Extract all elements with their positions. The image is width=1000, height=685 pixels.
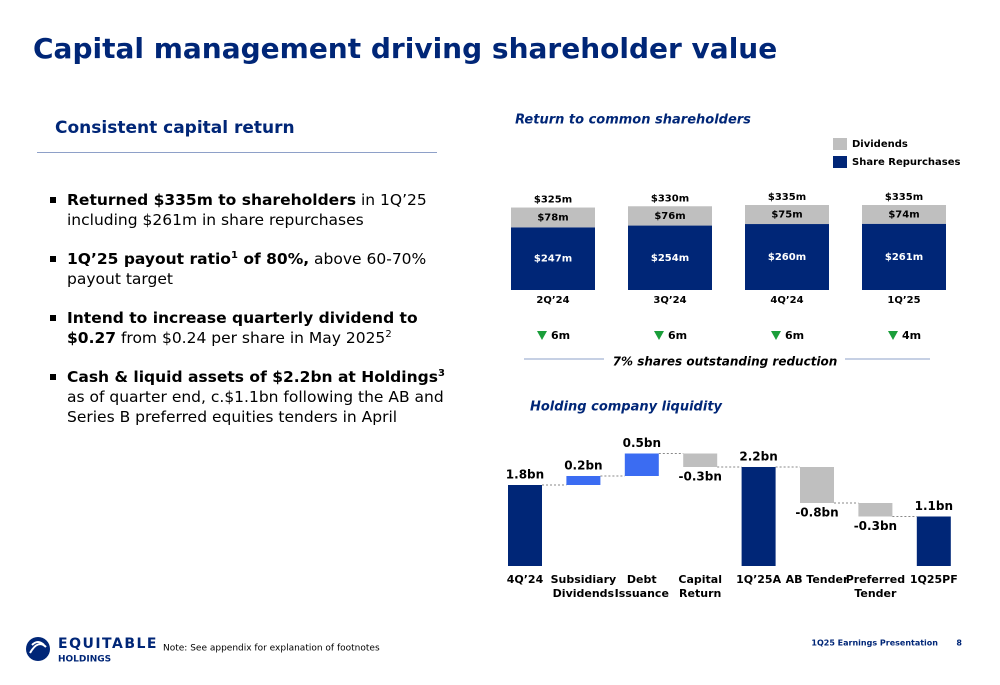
- value-label: 2.2bn: [739, 450, 777, 464]
- segment-label: $74m: [888, 209, 919, 220]
- bullet-text: as of quarter end, c.$1.1bn following th…: [67, 388, 444, 426]
- page-number: 8: [956, 639, 962, 648]
- logo: [26, 637, 50, 661]
- bullet: Returned $335m to shareholders in 1Q’25 …: [48, 190, 448, 230]
- value-label: 0.5bn: [623, 436, 661, 450]
- bar-segment: [511, 207, 595, 228]
- total-label: $330m: [651, 193, 689, 204]
- slide-title: Capital management driving shareholder v…: [33, 32, 778, 65]
- bar-segment: [511, 227, 595, 290]
- chart-title: Holding company liquidity: [530, 400, 723, 415]
- x-tick-label: 4Q’24: [506, 573, 544, 586]
- chart-title: Return to common shareholders: [515, 113, 751, 128]
- x-tick-label: 3Q’24: [653, 295, 686, 306]
- segment-label: $261m: [885, 252, 923, 263]
- x-tick-label: 4Q’24: [770, 295, 803, 306]
- reduction-arrow: [537, 331, 547, 340]
- section-heading: Consistent capital return: [55, 118, 295, 138]
- bullet-text: 1Q’25 payout ratio: [67, 250, 231, 268]
- divider: [37, 152, 437, 153]
- chart-note: 7% shares outstanding reduction: [613, 355, 838, 369]
- bar-segment: [628, 206, 712, 226]
- x-tick-label: 2Q’24: [536, 295, 569, 306]
- bar: [858, 503, 893, 517]
- bullet-text: 3: [437, 367, 445, 379]
- segment-label: $78m: [537, 212, 568, 223]
- bar: [800, 467, 834, 503]
- bullet-text: 1: [230, 249, 238, 261]
- total-label: $335m: [885, 192, 923, 203]
- reduction-arrow: [771, 331, 781, 340]
- bar-segment: [628, 225, 712, 290]
- logo-sub: HOLDINGS: [58, 655, 111, 665]
- reduction-label: 6m: [551, 329, 570, 342]
- bullet-text: Cash & liquid assets of $2.2bn at Holdin…: [67, 368, 438, 386]
- x-tick-label: AB Tender: [785, 573, 849, 586]
- x-tick-label: Preferred Tender: [845, 573, 906, 600]
- segment-label: $247m: [534, 254, 572, 265]
- segment-label: $254m: [651, 253, 689, 264]
- legend-label: Share Repurchases: [852, 157, 960, 168]
- x-tick-label: 1Q’25A: [736, 573, 782, 586]
- bullet-list: Returned $335m to shareholders in 1Q’25 …: [48, 190, 448, 446]
- bar-segment: [862, 223, 946, 290]
- legend-swatch: [833, 156, 847, 168]
- bar: [566, 476, 601, 485]
- bullet-text: of 80%,: [237, 250, 310, 268]
- reduction-label: 6m: [668, 329, 687, 342]
- legend-swatch: [833, 138, 847, 150]
- bar: [916, 516, 951, 566]
- reduction-label: 6m: [785, 329, 804, 342]
- bar: [683, 453, 718, 467]
- value-label: -0.8bn: [795, 506, 838, 520]
- bullet: 1Q’25 payout ratio1 of 80%, above 60-70%…: [48, 249, 448, 289]
- value-label: -0.3bn: [679, 470, 722, 484]
- x-tick-label: Capital Return: [678, 573, 722, 600]
- x-tick-label: Subsidiary Dividends: [550, 573, 617, 600]
- bullet: Cash & liquid assets of $2.2bn at Holdin…: [48, 367, 448, 427]
- value-label: 1.1bn: [915, 499, 953, 513]
- value-label: -0.3bn: [854, 519, 897, 533]
- bullet-text: Intend to increase quarterly dividend to…: [67, 309, 418, 347]
- bullet-text: above 60-70% payout target: [67, 250, 427, 288]
- total-label: $325m: [534, 195, 572, 206]
- value-label: 0.2bn: [564, 459, 602, 473]
- bullet-text: in 1Q’25 including $261m in share repurc…: [67, 191, 427, 229]
- bar: [508, 485, 542, 566]
- bullet: Intend to increase quarterly dividend to…: [48, 308, 448, 348]
- segment-label: $75m: [771, 210, 802, 221]
- bar-segment: [745, 224, 829, 290]
- x-tick-label: 1Q’25: [887, 295, 920, 306]
- presentation-name: 1Q25 Earnings Presentation: [811, 639, 938, 648]
- segment-label: $76m: [654, 211, 685, 222]
- reduction-arrow: [654, 331, 664, 340]
- x-tick-label: Debt Issuance: [614, 573, 669, 600]
- bullet-text: from $0.24 per share in May 2025: [116, 329, 386, 347]
- bar: [741, 467, 776, 566]
- logo-name: EQUITABLE: [58, 636, 158, 652]
- reduction-arrow: [888, 331, 898, 340]
- footnote: Note: See appendix for explanation of fo…: [163, 644, 380, 654]
- bullet-text: 2: [385, 328, 392, 340]
- value-label: 1.8bn: [506, 468, 544, 482]
- reduction-label: 4m: [902, 329, 921, 342]
- segment-label: $260m: [768, 252, 806, 263]
- bar-segment: [862, 205, 946, 224]
- total-label: $335m: [768, 192, 806, 203]
- bar-segment: [745, 205, 829, 225]
- bar: [624, 453, 659, 476]
- bullet-text: Returned $335m to shareholders: [67, 191, 357, 209]
- legend-label: Dividends: [852, 139, 908, 150]
- x-tick-label: 1Q25PF: [909, 573, 958, 586]
